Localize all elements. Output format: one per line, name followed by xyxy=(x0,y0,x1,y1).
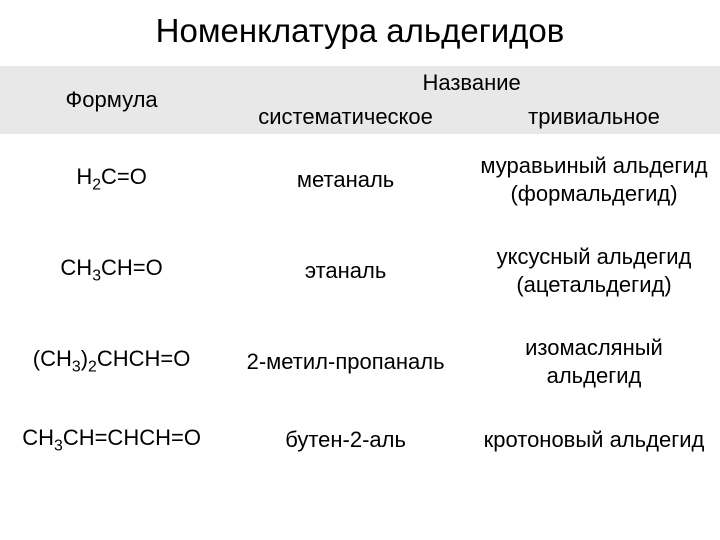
trivial-cell: уксусный альдегид (ацетальдегид) xyxy=(468,225,720,316)
systematic-cell: этаналь xyxy=(223,225,468,316)
trivial-line1: уксусный альдегид xyxy=(497,244,692,269)
table-row: CH3CH=O этаналь уксусный альдегид (ацета… xyxy=(0,225,720,316)
trivial-line1: кротоновый альдегид xyxy=(484,427,705,452)
trivial-cell: муравьиный альдегид (формальдегид) xyxy=(468,134,720,225)
systematic-cell: 2-метил-пропаналь xyxy=(223,316,468,407)
table-row: (CH3)2CHCH=O 2-метил-пропаналь изомаслян… xyxy=(0,316,720,407)
trivial-cell: кротоновый альдегид xyxy=(468,407,720,473)
table-row: CH3CH=CHCH=O бутен-2-аль кротоновый альд… xyxy=(0,407,720,473)
systematic-cell: метаналь xyxy=(223,134,468,225)
header-systematic: систематическое xyxy=(223,100,468,134)
trivial-line2: (формальдегид) xyxy=(510,181,677,206)
trivial-line1: изомасляный xyxy=(525,335,663,360)
trivial-line2: (ацетальдегид) xyxy=(516,272,671,297)
formula-cell: H2C=O xyxy=(0,134,223,225)
formula-cell: CH3CH=O xyxy=(0,225,223,316)
header-formula: Формула xyxy=(0,66,223,134)
header-name: Название xyxy=(223,66,720,100)
nomenclature-table: Формула Название систематическое тривиал… xyxy=(0,66,720,473)
systematic-cell: бутен-2-аль xyxy=(223,407,468,473)
trivial-line1: муравьиный альдегид xyxy=(480,153,707,178)
table-row: H2C=O метаналь муравьиный альдегид (форм… xyxy=(0,134,720,225)
page-title: Номенклатура альдегидов xyxy=(0,0,720,66)
header-row-1: Формула Название xyxy=(0,66,720,100)
trivial-cell: изомасляный альдегид xyxy=(468,316,720,407)
formula-cell: (CH3)2CHCH=O xyxy=(0,316,223,407)
formula-cell: CH3CH=CHCH=O xyxy=(0,407,223,473)
header-trivial: тривиальное xyxy=(468,100,720,134)
trivial-line2: альдегид xyxy=(547,363,642,388)
